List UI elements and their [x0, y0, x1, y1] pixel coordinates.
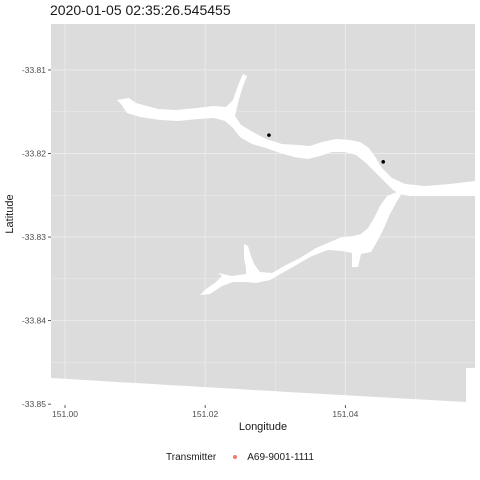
- detection-point: [381, 160, 385, 164]
- legend-title: Transmitter: [166, 452, 217, 463]
- x-tick-label: 151.00: [52, 409, 78, 419]
- y-tick-label: -33.85: [22, 399, 46, 409]
- chart-title: 2020-01-05 02:35:26.545455: [50, 2, 231, 18]
- southern-water-area: [51, 368, 475, 405]
- x-axis-ticks: 151.00 151.02 151.04: [52, 405, 359, 419]
- x-axis-label: Longitude: [239, 421, 287, 433]
- y-axis-ticks: -33.81 -33.82 -33.83 -33.84 -33.85: [22, 65, 51, 409]
- legend: Transmitter A69-9001-1111: [0, 452, 480, 463]
- legend-key-marker: [233, 454, 238, 459]
- x-tick-label: 151.04: [332, 409, 358, 419]
- y-tick-label: -33.81: [22, 65, 46, 75]
- plot-panel: [51, 24, 475, 405]
- y-axis-label: Latitude: [4, 194, 16, 233]
- detection-point: [267, 133, 271, 137]
- river-waterway: [51, 74, 475, 405]
- x-tick-label: 151.02: [192, 409, 218, 419]
- river-south-branch: [200, 192, 402, 295]
- legend-item-label: A69-9001-1111: [247, 452, 314, 463]
- y-tick-label: -33.83: [22, 232, 46, 242]
- detection-points: [267, 133, 385, 164]
- y-tick-label: -33.82: [22, 149, 46, 159]
- land-area: [51, 24, 475, 405]
- y-tick-label: -33.84: [22, 316, 46, 326]
